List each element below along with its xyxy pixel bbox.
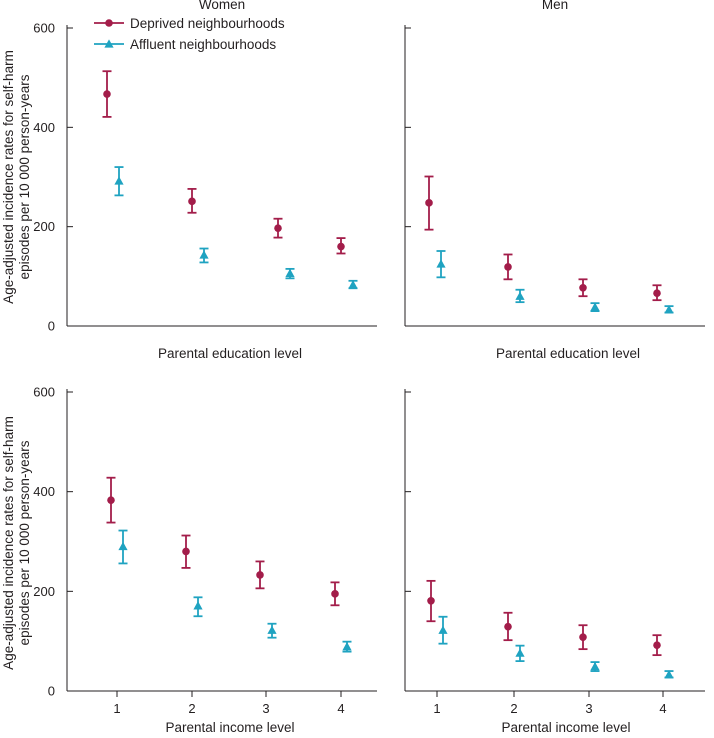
data-point xyxy=(438,625,448,634)
x-tick-label: 2 xyxy=(510,701,517,716)
x-tick-label: 2 xyxy=(188,701,195,716)
panel-title: Men xyxy=(542,0,568,12)
y-tick-label: 600 xyxy=(33,385,55,400)
y-tick-label: 400 xyxy=(33,484,55,499)
data-point xyxy=(256,571,264,579)
data-point xyxy=(425,199,433,207)
y-tick-label: 600 xyxy=(33,21,55,36)
y-axis-title-bottom-line1: Age-adjusted incidence rates for self-ha… xyxy=(1,416,16,670)
data-point xyxy=(188,197,196,206)
legend-item-affluent-neighbourhoods: Affluent neighbourhoods xyxy=(94,37,276,52)
series-affluent-neighbourhoods xyxy=(114,166,358,290)
data-point xyxy=(590,302,600,311)
panel-men-education: Men Parental education level xyxy=(404,0,705,361)
data-point xyxy=(504,263,512,271)
panel-title: Women xyxy=(199,0,245,12)
data-point xyxy=(653,641,661,649)
panel-women-income: 0 200 400 600 1 2 3 4 Parental income level xyxy=(33,385,377,735)
legend-label: Deprived neighbourhoods xyxy=(130,16,285,31)
data-point xyxy=(427,597,435,605)
data-point xyxy=(337,242,345,251)
legend-item-deprived-neighbourhoods: Deprived neighbourhoods xyxy=(94,16,285,31)
y-tick-label: 0 xyxy=(48,684,55,699)
series-deprived-neighbourhoods xyxy=(426,579,662,657)
data-point xyxy=(515,291,525,300)
data-point xyxy=(182,547,190,556)
panel-men-income: 1 2 3 4 Parental income level xyxy=(404,389,705,735)
data-point xyxy=(267,625,277,634)
y-tick-label: 200 xyxy=(33,219,55,234)
y-axis-title-top-line2: episodes per 10 000 person-years xyxy=(17,74,32,279)
x-tick-label: 1 xyxy=(113,701,120,716)
data-point xyxy=(664,669,674,679)
panel-women-education: Women 0 200 400 600 Parental education level xyxy=(33,0,377,361)
x-axis-title: Parental income level xyxy=(165,720,294,735)
x-tick-label: 4 xyxy=(337,701,344,716)
data-point xyxy=(348,280,358,289)
data-point xyxy=(331,590,339,598)
legend-marker xyxy=(104,39,114,48)
data-point xyxy=(103,90,111,98)
data-point xyxy=(653,289,661,298)
data-point xyxy=(107,496,115,504)
data-point xyxy=(342,642,352,651)
x-tick-label: 4 xyxy=(659,701,666,716)
legend: Deprived neighbourhoods Affluent neighbou… xyxy=(94,16,285,52)
y-tick-label: 0 xyxy=(48,319,55,334)
data-point xyxy=(199,250,209,259)
series-affluent-neighbourhoods xyxy=(436,250,674,314)
series-affluent-neighbourhoods xyxy=(118,529,352,653)
y-axis-title-bottom-line2: episodes per 10 000 person-years xyxy=(17,440,32,645)
series-affluent-neighbourhoods xyxy=(438,615,674,679)
x-axis-title: Parental education level xyxy=(496,346,640,361)
series-deprived-neighbourhoods xyxy=(106,476,340,607)
x-axis-title: Parental income level xyxy=(501,720,630,735)
data-point xyxy=(664,305,674,314)
y-tick-label: 400 xyxy=(33,120,55,135)
legend-marker xyxy=(105,19,113,27)
y-axis-title-top-line1: Age-adjusted incidence rates for self-ha… xyxy=(1,50,16,304)
x-tick-label: 3 xyxy=(585,701,592,716)
data-point xyxy=(590,661,600,671)
series-deprived-neighbourhoods xyxy=(424,175,662,302)
x-tick-label: 1 xyxy=(433,701,440,716)
series-deprived-neighbourhoods xyxy=(102,70,346,255)
data-point xyxy=(515,648,525,657)
legend-label: Affluent neighbourhoods xyxy=(130,37,276,52)
data-point xyxy=(436,259,446,268)
shared-y-axis-title-top: Age-adjusted incidence rates for self-ha… xyxy=(1,50,32,304)
data-point xyxy=(193,601,203,610)
shared-y-axis-title-bottom: Age-adjusted incidence rates for self-ha… xyxy=(1,416,32,670)
data-point xyxy=(114,176,124,185)
x-tick-label: 3 xyxy=(262,701,269,716)
data-point xyxy=(118,541,128,551)
y-tick-label: 200 xyxy=(33,584,55,599)
data-point xyxy=(274,224,282,232)
data-point xyxy=(504,622,512,631)
data-point xyxy=(285,268,295,278)
data-point xyxy=(579,633,587,641)
data-point xyxy=(579,283,587,292)
x-axis-title: Parental education level xyxy=(158,346,302,361)
